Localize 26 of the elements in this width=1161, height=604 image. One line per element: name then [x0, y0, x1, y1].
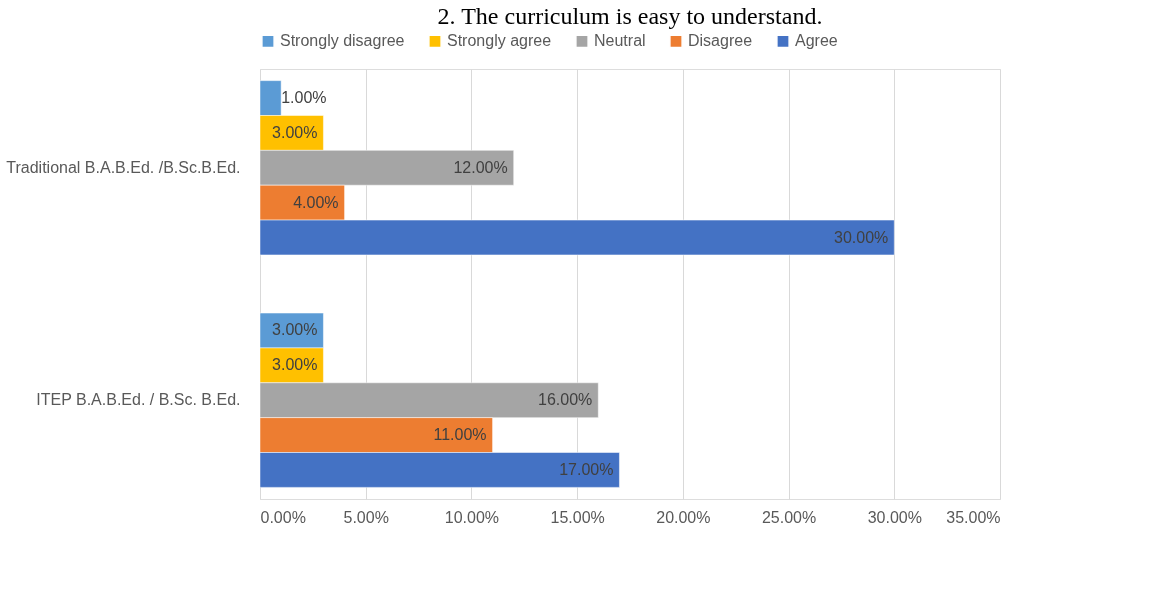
data-label: 1.00% — [281, 89, 327, 107]
x-tick-label: 5.00% — [343, 508, 389, 526]
data-label: 3.00% — [272, 356, 318, 374]
x-tick-label: 10.00% — [444, 508, 500, 526]
y-tick-label: Traditional B.A.B.Ed. /B.Sc.B.Ed. — [6, 158, 241, 176]
x-tick-label: 25.00% — [761, 508, 817, 526]
x-tick-label: 35.00% — [946, 508, 1001, 526]
x-tick-label: 15.00% — [550, 508, 605, 526]
data-label: 4.00% — [293, 193, 339, 211]
data-label: 30.00% — [834, 228, 889, 246]
legend-label: Disagree — [688, 32, 753, 50]
data-label: 11.00% — [433, 426, 487, 444]
data-label: 17.00% — [559, 460, 614, 478]
data-label: 12.00% — [453, 158, 508, 176]
y-tick-label: ITEP B.A.B.Ed. / B.Sc. B.Ed. — [36, 391, 241, 409]
data-label: 16.00% — [538, 391, 593, 409]
x-tick-label: 30.00% — [867, 508, 922, 526]
legend-label: Strongly agree — [447, 32, 552, 50]
data-label: 3.00% — [272, 123, 318, 141]
legend-label: Strongly disagree — [280, 32, 405, 50]
chart-title: 2. The curriculum is easy to understand. — [437, 3, 823, 29]
x-tick-label: 0.00% — [260, 508, 306, 526]
x-tick-label: 20.00% — [656, 508, 711, 526]
legend-label: Neutral — [594, 32, 646, 50]
data-label: 3.00% — [272, 321, 318, 339]
legend-label: Agree — [795, 32, 838, 50]
